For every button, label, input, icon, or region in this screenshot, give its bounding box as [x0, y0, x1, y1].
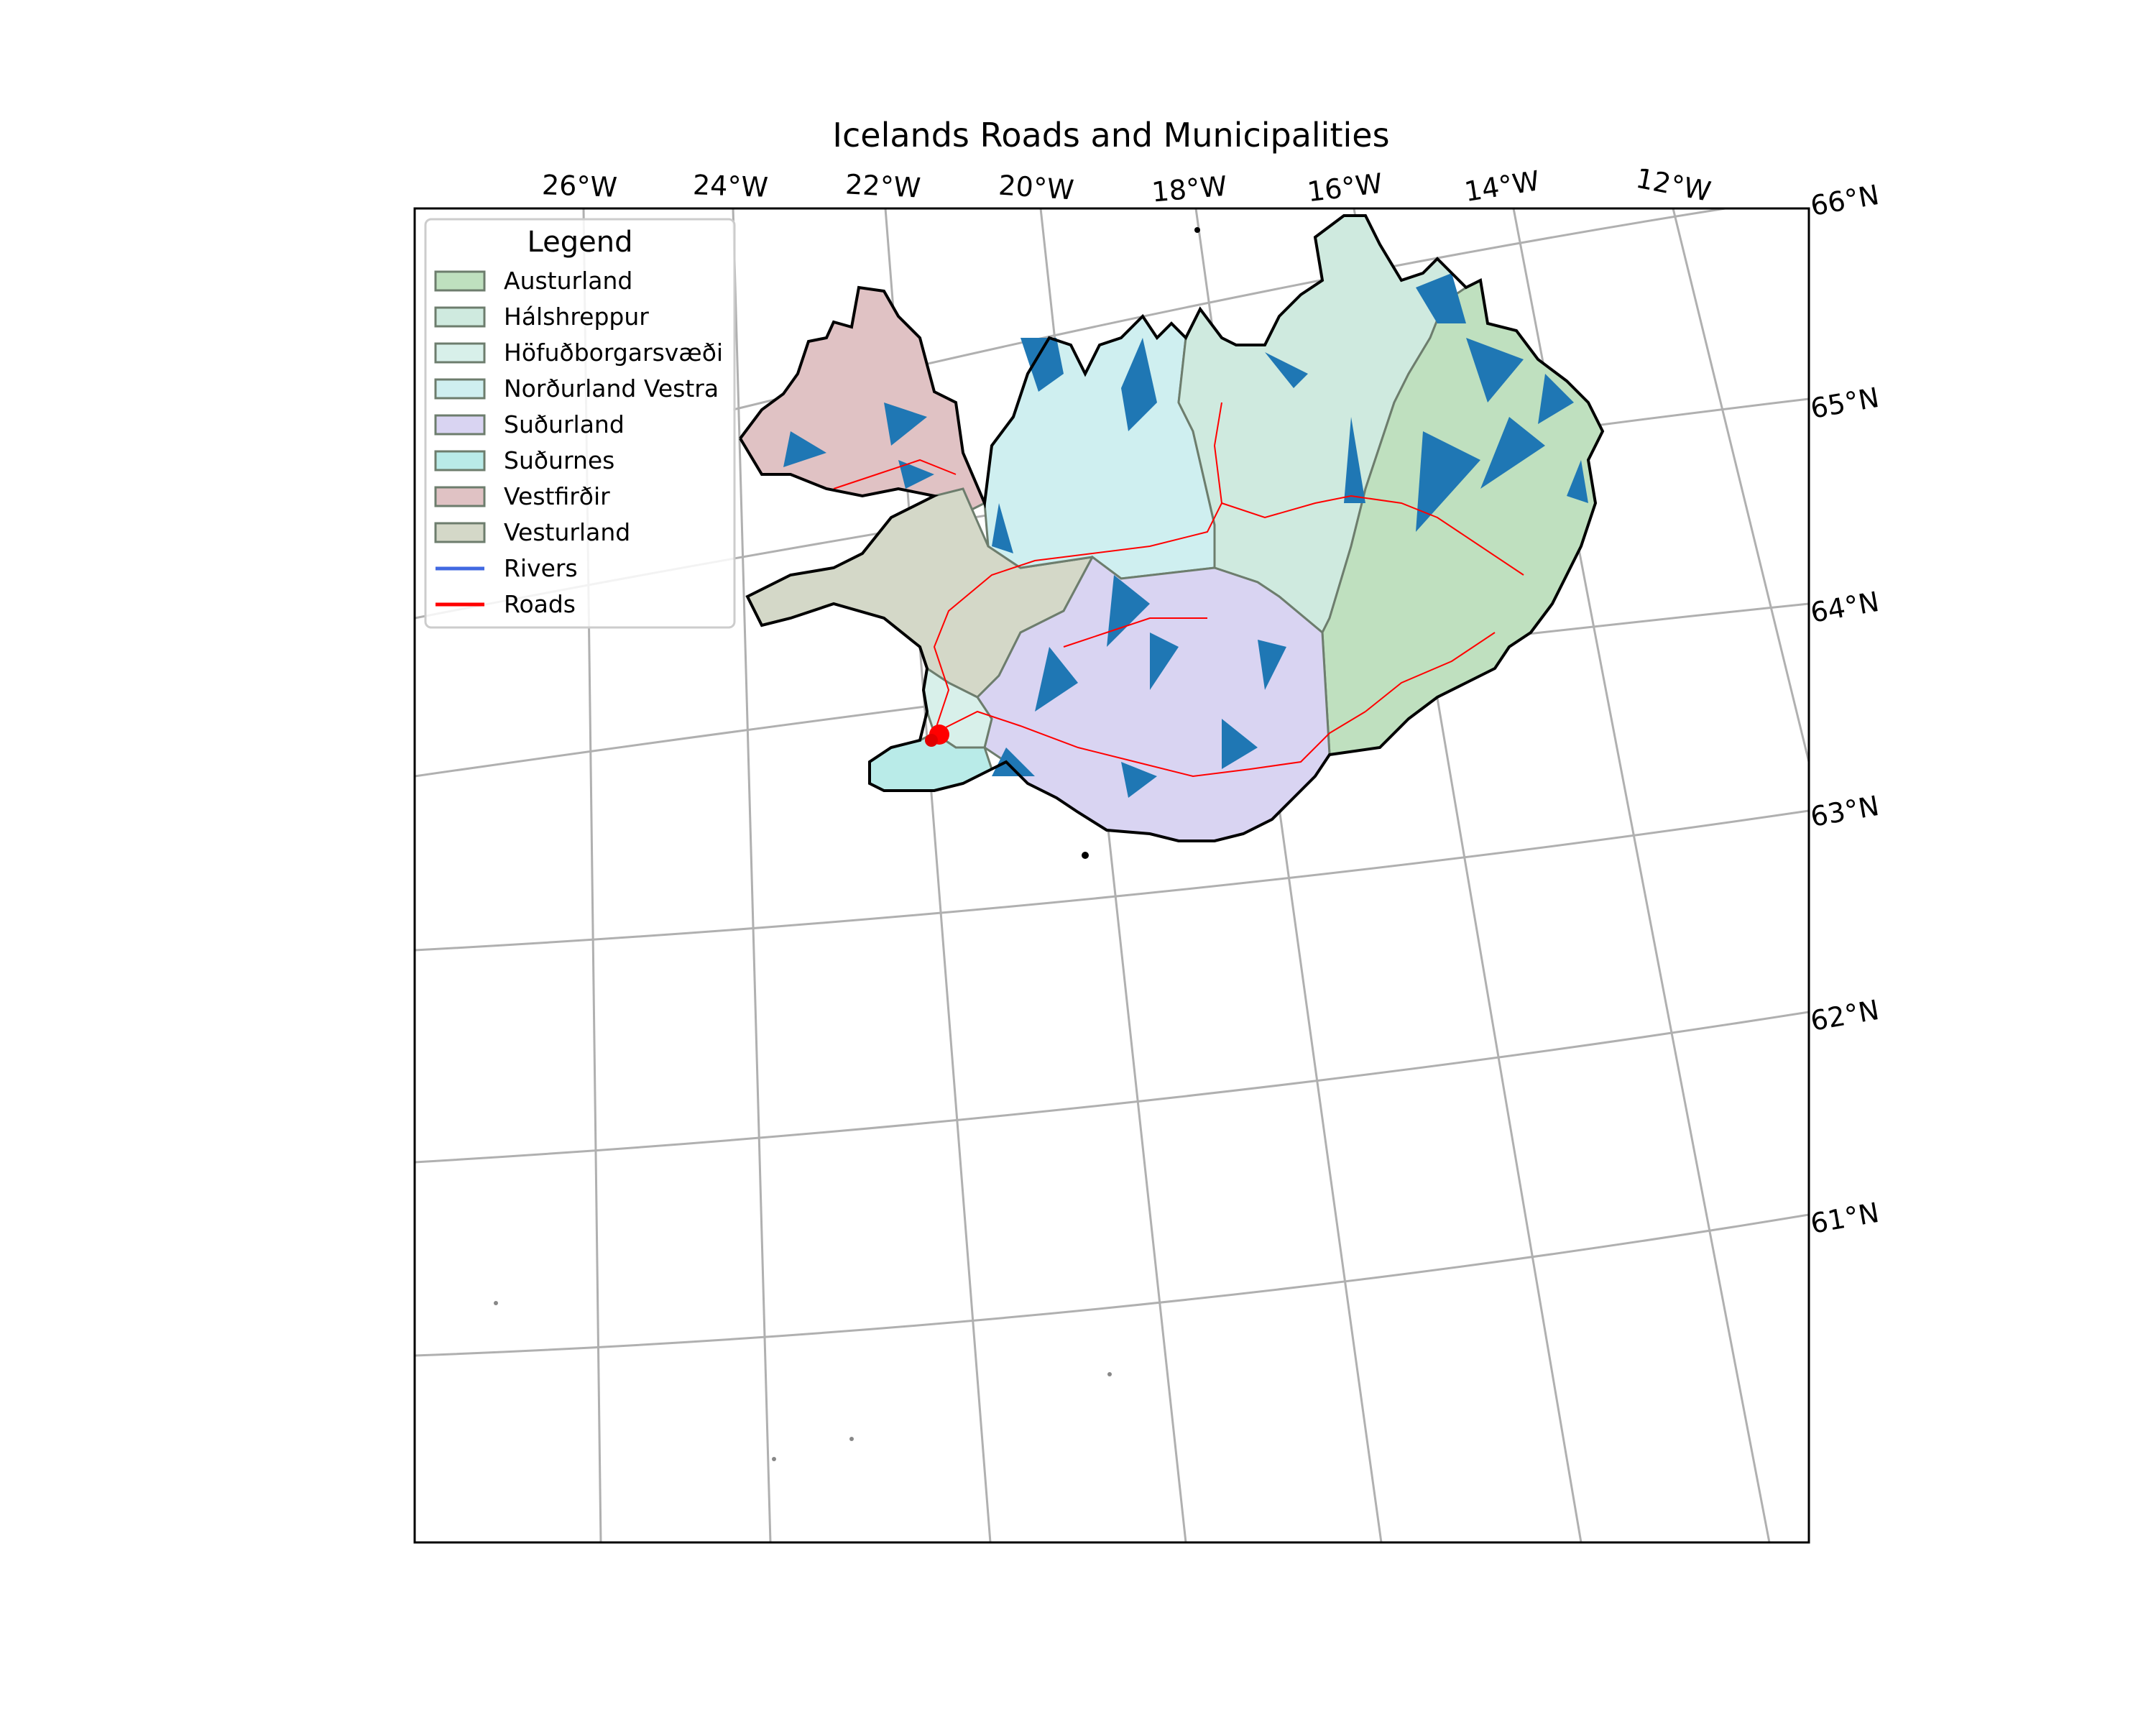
- map-title: Icelands Roads and Municipalities: [832, 116, 1389, 155]
- reykjavik-roads: [925, 724, 949, 747]
- lat-label-64n: 64°N: [1808, 586, 1881, 629]
- legend-item-vestfir-ir: Vestfirðir: [434, 482, 610, 510]
- map-frame: [413, 207, 1810, 1544]
- lat-label-63n: 63°N: [1808, 790, 1881, 833]
- longitude-labels: 26°W 24°W 22°W 20°W 18°W 16°W 14°W 12°W: [541, 162, 1713, 208]
- legend-swatch: [434, 414, 486, 436]
- legend-box: [424, 218, 736, 629]
- legend-swatch: [434, 342, 486, 364]
- legend-label: Höfuðborgarsvæði: [504, 339, 723, 367]
- gridline-24w: [732, 208, 772, 1542]
- legend-item-su-urland: Suðurland: [434, 410, 625, 438]
- water-bodies-layer: [783, 273, 1588, 798]
- legend-item-austurland: Austurland: [434, 267, 632, 295]
- legend-label: Suðurnes: [504, 446, 614, 474]
- legend-label: Rivers: [504, 554, 578, 582]
- legend-swatch: [434, 486, 486, 507]
- legend-item-nor-urland-vestra: Norðurland Vestra: [434, 374, 719, 402]
- legend-title: Legend: [528, 226, 633, 259]
- lon-label-18w: 18°W: [1151, 170, 1228, 208]
- legend-swatch: [434, 522, 486, 543]
- legend-label: Suðurland: [504, 410, 625, 438]
- legend-item-rivers: Rivers: [436, 554, 578, 582]
- legend-label: Roads: [504, 590, 576, 618]
- legend-swatch: [434, 378, 486, 400]
- legend: Legend Austurland Hálshreppur Höfuðborgars…: [424, 218, 736, 629]
- lon-label-22w: 22°W: [844, 168, 921, 203]
- legend-item-h-fu-borgarsv-i: Höfuðborgarsvæði: [434, 339, 723, 367]
- gridline-61n: [415, 1213, 1809, 1357]
- lat-label-61n: 61°N: [1808, 1197, 1881, 1240]
- legend-item-su-urnes: Suðurnes: [434, 446, 614, 474]
- lon-label-24w: 24°W: [692, 169, 768, 203]
- lat-label-65n: 65°N: [1808, 382, 1881, 425]
- lat-label-62n: 62°N: [1808, 994, 1881, 1037]
- latitude-labels: 66°N 65°N 64°N 63°N 62°N 61°N: [1808, 179, 1881, 1240]
- legend-item-h-lshreppur: Hálshreppur: [434, 303, 649, 331]
- coastline: [739, 214, 1605, 842]
- roads-layer: [833, 402, 1524, 778]
- legend-label: Vesturland: [504, 518, 630, 546]
- lon-label-14w: 14°W: [1462, 165, 1542, 208]
- legend-swatch: [434, 270, 486, 292]
- legend-label: Austurland: [504, 267, 632, 295]
- lon-label-12w: 12°W: [1634, 162, 1713, 208]
- legend-label: Hálshreppur: [504, 303, 649, 331]
- small-islands: [494, 227, 1200, 1461]
- legend-item-roads: Roads: [436, 590, 576, 618]
- lat-label-66n: 66°N: [1808, 179, 1881, 222]
- lon-label-16w: 16°W: [1306, 167, 1385, 208]
- gridline-12w: [1672, 208, 1809, 763]
- legend-swatch: [434, 450, 486, 472]
- lon-label-26w: 26°W: [541, 169, 617, 203]
- legend-label: Norðurland Vestra: [504, 374, 719, 402]
- gridline-62n: [415, 1011, 1809, 1164]
- legend-label: Vestfirðir: [504, 482, 610, 510]
- lon-label-20w: 20°W: [998, 169, 1075, 206]
- gridline-63n: [415, 809, 1809, 952]
- legend-swatch: [434, 306, 486, 328]
- legend-item-vesturland: Vesturland: [434, 518, 630, 546]
